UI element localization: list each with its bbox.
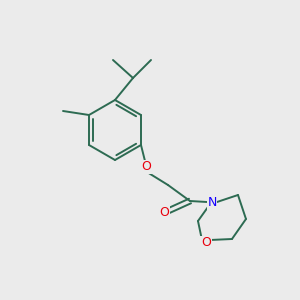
- Text: O: O: [141, 160, 151, 173]
- Text: N: N: [207, 196, 217, 209]
- Text: O: O: [201, 236, 211, 250]
- Text: O: O: [159, 206, 169, 218]
